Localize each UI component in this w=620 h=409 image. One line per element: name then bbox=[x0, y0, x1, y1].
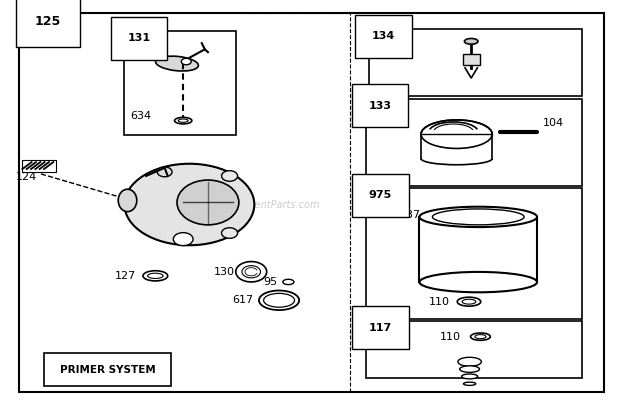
Ellipse shape bbox=[458, 357, 481, 366]
Circle shape bbox=[221, 228, 237, 238]
Ellipse shape bbox=[475, 335, 486, 339]
Ellipse shape bbox=[118, 189, 137, 211]
Ellipse shape bbox=[259, 290, 299, 310]
Text: 634: 634 bbox=[131, 111, 152, 121]
Text: 133: 133 bbox=[369, 101, 392, 110]
Text: 975: 975 bbox=[369, 190, 392, 200]
Text: 124: 124 bbox=[16, 172, 37, 182]
Circle shape bbox=[157, 167, 172, 177]
Text: 137: 137 bbox=[400, 210, 421, 220]
Ellipse shape bbox=[156, 56, 198, 71]
Bar bbox=[369, 29, 582, 97]
Text: 617: 617 bbox=[232, 295, 254, 305]
Circle shape bbox=[173, 233, 193, 246]
Ellipse shape bbox=[457, 297, 480, 306]
Bar bbox=[125, 31, 236, 135]
Ellipse shape bbox=[178, 119, 188, 122]
Ellipse shape bbox=[177, 180, 239, 225]
Text: eReplacementParts.com: eReplacementParts.com bbox=[201, 200, 321, 209]
Text: 104: 104 bbox=[543, 118, 564, 128]
Text: 117: 117 bbox=[369, 323, 392, 333]
Ellipse shape bbox=[464, 38, 478, 44]
Text: 125: 125 bbox=[35, 15, 61, 28]
Circle shape bbox=[221, 171, 237, 181]
Circle shape bbox=[181, 58, 191, 65]
Text: 131: 131 bbox=[128, 33, 151, 43]
Bar bbox=[366, 321, 582, 378]
FancyBboxPatch shape bbox=[463, 54, 480, 65]
Circle shape bbox=[242, 265, 260, 278]
Ellipse shape bbox=[148, 273, 163, 279]
Ellipse shape bbox=[264, 293, 294, 307]
Ellipse shape bbox=[463, 382, 476, 385]
Text: 134: 134 bbox=[372, 31, 395, 41]
Text: 110: 110 bbox=[429, 297, 450, 307]
Ellipse shape bbox=[420, 272, 537, 292]
Ellipse shape bbox=[143, 271, 168, 281]
Ellipse shape bbox=[421, 120, 492, 148]
Circle shape bbox=[236, 262, 267, 282]
Bar bbox=[44, 353, 171, 386]
Text: 127: 127 bbox=[115, 271, 136, 281]
Ellipse shape bbox=[461, 374, 477, 379]
Ellipse shape bbox=[174, 117, 192, 124]
Ellipse shape bbox=[471, 333, 490, 340]
Text: 130: 130 bbox=[214, 267, 235, 277]
Ellipse shape bbox=[420, 207, 537, 227]
Ellipse shape bbox=[462, 299, 476, 304]
Ellipse shape bbox=[283, 279, 294, 285]
Bar bbox=[366, 188, 582, 319]
Text: 110: 110 bbox=[440, 332, 461, 342]
Ellipse shape bbox=[125, 164, 254, 245]
Bar bbox=[366, 99, 582, 186]
Ellipse shape bbox=[459, 366, 479, 372]
Ellipse shape bbox=[432, 209, 524, 225]
Text: PRIMER SYSTEM: PRIMER SYSTEM bbox=[60, 364, 155, 375]
Bar bbox=[22, 160, 56, 172]
Text: 95: 95 bbox=[264, 277, 278, 287]
